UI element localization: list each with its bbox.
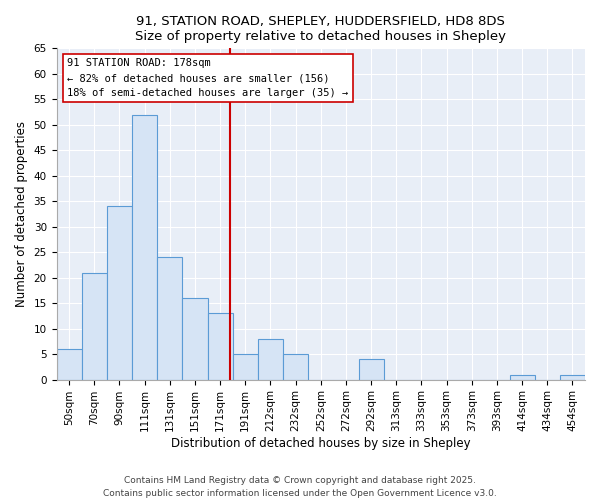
Text: Contains HM Land Registry data © Crown copyright and database right 2025.
Contai: Contains HM Land Registry data © Crown c… bbox=[103, 476, 497, 498]
Bar bbox=[182, 298, 208, 380]
X-axis label: Distribution of detached houses by size in Shepley: Distribution of detached houses by size … bbox=[171, 437, 470, 450]
Bar bbox=[359, 359, 383, 380]
Bar bbox=[258, 339, 283, 380]
Bar bbox=[509, 374, 535, 380]
Title: 91, STATION ROAD, SHEPLEY, HUDDERSFIELD, HD8 8DS
Size of property relative to de: 91, STATION ROAD, SHEPLEY, HUDDERSFIELD,… bbox=[135, 15, 506, 43]
Y-axis label: Number of detached properties: Number of detached properties bbox=[15, 121, 28, 307]
Bar bbox=[107, 206, 132, 380]
Bar bbox=[132, 114, 157, 380]
Bar bbox=[82, 272, 107, 380]
Bar bbox=[56, 349, 82, 380]
Bar bbox=[157, 258, 182, 380]
Bar bbox=[560, 374, 585, 380]
Text: 91 STATION ROAD: 178sqm
← 82% of detached houses are smaller (156)
18% of semi-d: 91 STATION ROAD: 178sqm ← 82% of detache… bbox=[67, 58, 349, 98]
Bar bbox=[233, 354, 258, 380]
Bar bbox=[283, 354, 308, 380]
Bar bbox=[208, 314, 233, 380]
